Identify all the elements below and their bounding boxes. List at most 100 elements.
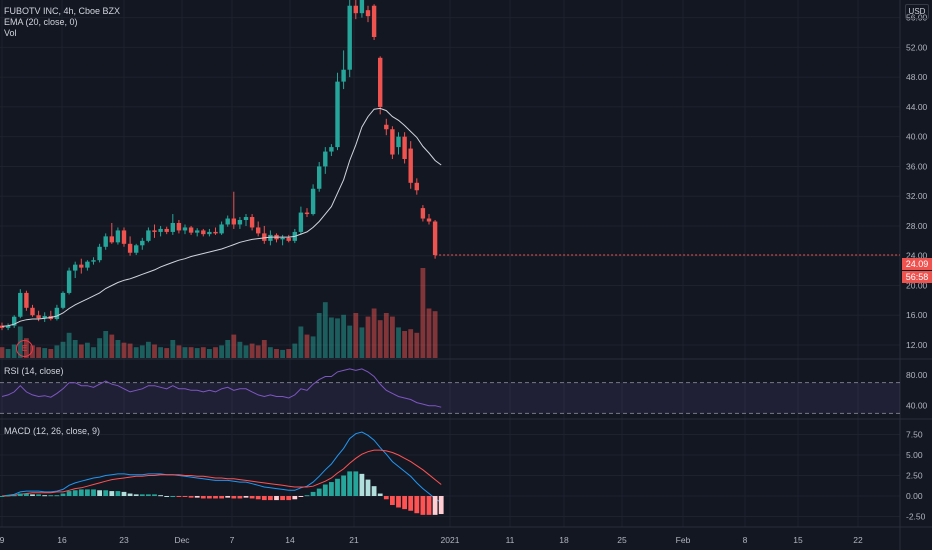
- histogram-bar: [78, 489, 84, 496]
- histogram-bar: [249, 496, 255, 499]
- candle-body: [414, 182, 419, 191]
- candle-body: [103, 236, 108, 247]
- histogram-bar: [268, 496, 273, 501]
- earnings-icon[interactable]: E: [16, 340, 33, 357]
- candle-body: [420, 208, 426, 219]
- candle-body: [371, 5, 377, 37]
- symbol-title[interactable]: FUBOTV INC, 4h, Cboe BZX: [4, 6, 121, 16]
- candle-body: [12, 316, 17, 326]
- indicator-lines: [1, 107, 442, 504]
- histogram-bar: [426, 496, 432, 515]
- vol-legend[interactable]: Vol: [4, 28, 17, 38]
- macd-legend[interactable]: MACD (12, 26, close, 9): [4, 426, 100, 437]
- volume-bar: [237, 341, 243, 358]
- histogram-bar: [286, 496, 292, 501]
- price-tick: 20.00: [906, 280, 928, 290]
- time-tick: 16: [57, 535, 67, 545]
- volume-bar: [420, 268, 426, 358]
- volume-bar: [408, 329, 414, 358]
- main-legend[interactable]: FUBOTV INC, 4h, Cboe BZX EMA (20, close,…: [4, 6, 120, 39]
- histogram-bar: [121, 491, 127, 496]
- candle-body: [164, 228, 169, 232]
- candle-body: [335, 81, 340, 148]
- candle-body: [54, 307, 60, 319]
- candle-body: [195, 230, 200, 233]
- candle-body: [140, 240, 145, 246]
- price-tick: 28.00: [906, 221, 928, 231]
- volume-bar: [432, 311, 438, 358]
- macd-label[interactable]: MACD (12, 26, close, 9): [4, 426, 101, 436]
- volume-bar: [255, 345, 261, 358]
- volume-bar: [97, 338, 102, 358]
- volume-bar: [310, 336, 316, 358]
- histogram-bar: [164, 496, 170, 497]
- candle-body: [127, 243, 133, 253]
- candlesticks[interactable]: [0, 0, 438, 331]
- candle-body: [262, 233, 267, 241]
- volume-bar: [194, 348, 200, 358]
- histogram-bar: [280, 496, 285, 501]
- rsi-line: [1, 368, 442, 408]
- rsi-label[interactable]: RSI (14, close): [4, 366, 64, 376]
- histogram-bar: [347, 471, 353, 496]
- candle-body: [432, 221, 438, 256]
- volume-bar: [170, 340, 176, 358]
- histogram-bar: [396, 496, 401, 508]
- volume-bar: [133, 347, 139, 358]
- rsi-legend[interactable]: RSI (14, close): [4, 366, 64, 377]
- candle-body: [36, 315, 41, 319]
- candle-body: [60, 292, 66, 308]
- candle-body: [396, 136, 401, 148]
- macd-tick: 7.50: [906, 430, 923, 440]
- volume-bar: [115, 340, 121, 358]
- candle-body: [115, 230, 121, 243]
- histogram-bar: [274, 496, 279, 501]
- candle-body: [225, 218, 230, 225]
- volume-bar: [304, 334, 310, 358]
- volume-bar: [182, 347, 188, 358]
- volume-bar: [402, 331, 407, 358]
- volume-bar: [396, 327, 401, 358]
- histogram-bar: [341, 475, 346, 496]
- currency-label[interactable]: USD: [905, 4, 929, 19]
- histogram-bar: [24, 493, 29, 496]
- volume-bar: [0, 347, 5, 358]
- candle-body: [280, 237, 285, 240]
- time-tick: 8: [743, 535, 748, 545]
- volume-bar: [91, 347, 96, 358]
- histogram-bar: [237, 496, 243, 499]
- volume-bar: [249, 343, 255, 358]
- price-tick: 56.00: [906, 13, 928, 23]
- histogram-bar: [322, 484, 328, 496]
- histogram-bar: [225, 496, 231, 498]
- histogram-bar: [298, 496, 304, 497]
- price-tick: 40.00: [906, 132, 928, 142]
- volume-bar: [377, 320, 383, 358]
- price-tick: 36.00: [906, 161, 928, 171]
- ema-legend[interactable]: EMA (20, close, 0): [4, 17, 78, 27]
- macd-line: [1, 431, 442, 504]
- time-tick: 9: [0, 535, 5, 545]
- candle-body: [152, 230, 157, 232]
- candle-body: [249, 217, 255, 228]
- time-tick: 2021: [441, 535, 460, 545]
- candle-body: [402, 136, 407, 159]
- histogram-bar: [194, 496, 200, 498]
- volume-bar: [219, 345, 224, 358]
- histogram-bar: [146, 494, 151, 496]
- time-tick: 18: [559, 535, 569, 545]
- volume-bar: [292, 343, 298, 358]
- price-tick: 52.00: [906, 42, 928, 52]
- candle-body: [18, 292, 23, 317]
- volume-bar: [231, 334, 237, 358]
- histogram-bar: [48, 495, 54, 497]
- time-tick: 21: [349, 535, 359, 545]
- volume-bar: [322, 302, 328, 358]
- volume-bar: [207, 349, 212, 358]
- histogram-bar: [91, 489, 96, 496]
- rsi-tick: 80.00: [906, 370, 928, 380]
- histogram-bar: [371, 486, 377, 496]
- histogram-bar: [176, 496, 182, 497]
